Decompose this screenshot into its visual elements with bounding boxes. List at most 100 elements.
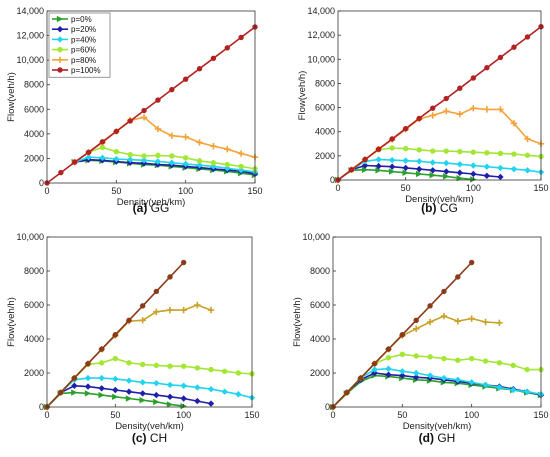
data-point bbox=[127, 152, 133, 158]
data-point bbox=[210, 55, 217, 61]
series-p20 bbox=[71, 156, 259, 177]
data-point bbox=[155, 97, 161, 103]
data-point bbox=[182, 160, 189, 168]
data-point bbox=[470, 170, 477, 178]
data-point bbox=[361, 166, 369, 173]
y-tick-label: 4000 bbox=[24, 129, 44, 139]
data-point bbox=[443, 107, 450, 115]
data-point bbox=[180, 259, 187, 266]
data-point bbox=[166, 381, 174, 389]
data-point bbox=[112, 355, 119, 362]
x-tick-label: 150 bbox=[533, 183, 548, 193]
data-point bbox=[456, 111, 463, 118]
data-point bbox=[84, 374, 92, 382]
data-point bbox=[153, 288, 160, 295]
data-point bbox=[510, 386, 517, 394]
data-point bbox=[139, 303, 146, 309]
data-point bbox=[426, 372, 434, 379]
y-tick-label: 10,000 bbox=[307, 54, 335, 64]
caption-name: CH bbox=[147, 431, 168, 445]
data-point bbox=[511, 151, 517, 157]
data-point bbox=[429, 171, 436, 179]
data-point bbox=[399, 372, 406, 379]
x-tick-label: 50 bbox=[111, 186, 121, 196]
data-point bbox=[155, 152, 161, 159]
y-tick-label: 2000 bbox=[315, 151, 335, 161]
panel-caption: (b) CG bbox=[421, 201, 458, 215]
x-tick-label: 50 bbox=[397, 410, 407, 420]
series-line bbox=[46, 26, 256, 184]
data-point bbox=[153, 362, 160, 369]
data-point bbox=[443, 95, 449, 102]
data-point bbox=[98, 374, 105, 382]
data-point bbox=[224, 165, 231, 172]
x-tick-label: 100 bbox=[466, 183, 481, 193]
data-point bbox=[139, 317, 146, 324]
series-p40 bbox=[71, 154, 259, 176]
data-point bbox=[127, 156, 134, 163]
data-point bbox=[510, 362, 516, 369]
y-tick-label: 8000 bbox=[310, 266, 330, 276]
data-point bbox=[207, 385, 215, 393]
data-point bbox=[139, 397, 146, 404]
data-point bbox=[454, 376, 461, 383]
data-point bbox=[194, 365, 201, 371]
data-point bbox=[154, 125, 162, 133]
data-point bbox=[98, 391, 105, 399]
data-point bbox=[166, 393, 174, 400]
data-point bbox=[524, 167, 531, 174]
data-point bbox=[399, 332, 406, 338]
legend-label: p=80% bbox=[71, 56, 96, 65]
data-point bbox=[126, 360, 132, 366]
x-tick-label: 100 bbox=[178, 186, 193, 196]
y-tick-label: 12,000 bbox=[307, 30, 335, 40]
y-axis-label: Flow(veh/h) bbox=[6, 297, 17, 347]
caption-name: CG bbox=[436, 201, 457, 215]
caption-name: GH bbox=[434, 431, 455, 445]
legend-marker bbox=[57, 67, 63, 73]
y-tick-label: 14,000 bbox=[307, 6, 335, 16]
y-tick-label: 10,000 bbox=[16, 232, 44, 242]
data-point bbox=[385, 346, 392, 352]
data-point bbox=[371, 366, 378, 373]
caption-name: GG bbox=[147, 201, 169, 215]
y-tick-label: 0 bbox=[325, 402, 330, 412]
data-point bbox=[470, 104, 477, 112]
y-tick-label: 2000 bbox=[24, 153, 44, 163]
x-tick-label: 0 bbox=[44, 410, 49, 420]
data-point bbox=[139, 361, 146, 368]
data-point bbox=[167, 274, 173, 280]
x-axis-label: Density(veh/km) bbox=[115, 421, 184, 432]
data-point bbox=[375, 146, 382, 152]
y-tick-label: 2000 bbox=[310, 368, 330, 378]
x-tick-label: 0 bbox=[44, 186, 49, 196]
data-point bbox=[468, 259, 475, 266]
x-tick-label: 150 bbox=[244, 410, 259, 420]
data-point bbox=[430, 148, 436, 154]
data-point bbox=[72, 159, 78, 165]
data-point bbox=[427, 354, 433, 360]
data-point bbox=[443, 148, 449, 154]
data-point bbox=[413, 317, 419, 323]
data-point bbox=[371, 360, 378, 367]
data-point bbox=[511, 44, 517, 50]
data-point bbox=[497, 54, 504, 61]
data-point bbox=[416, 165, 423, 173]
data-point bbox=[98, 385, 105, 392]
data-point bbox=[196, 139, 203, 146]
data-point bbox=[224, 161, 230, 168]
data-point bbox=[389, 136, 395, 142]
x-tick-label: 50 bbox=[110, 410, 120, 420]
data-point bbox=[166, 306, 174, 314]
data-point bbox=[153, 380, 160, 387]
data-point bbox=[166, 401, 174, 408]
data-point bbox=[127, 118, 133, 124]
data-point bbox=[375, 156, 382, 163]
y-tick-label: 6000 bbox=[24, 300, 44, 310]
data-point bbox=[182, 76, 189, 82]
data-point bbox=[402, 145, 409, 152]
data-point bbox=[180, 382, 187, 389]
panel-caption: (d) GH bbox=[419, 431, 456, 445]
data-point bbox=[402, 157, 409, 164]
x-tick-label: 0 bbox=[335, 183, 340, 193]
